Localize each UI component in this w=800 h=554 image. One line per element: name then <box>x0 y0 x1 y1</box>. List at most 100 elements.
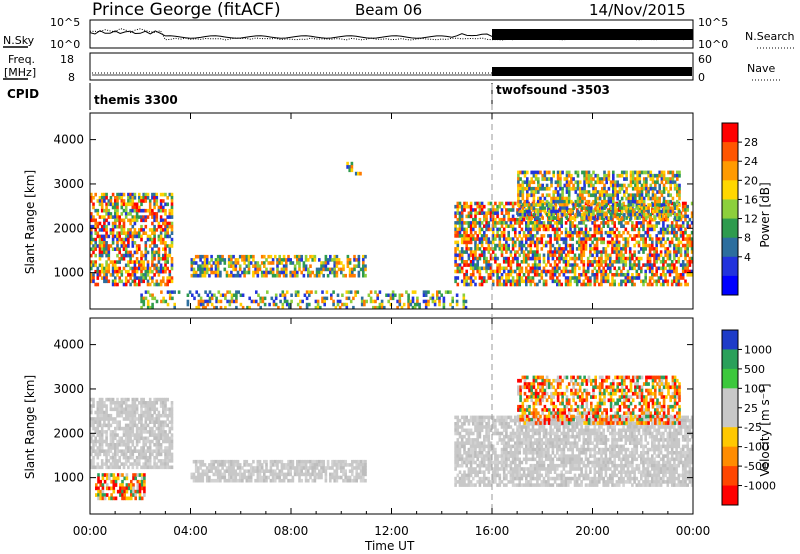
power-cell <box>658 190 661 194</box>
power-cell <box>345 290 349 294</box>
power-cell <box>485 227 488 232</box>
velocity-cell <box>335 469 339 473</box>
power-cell <box>164 221 167 226</box>
power-cell <box>359 171 362 176</box>
velocity-cell <box>114 452 117 457</box>
power-cell <box>467 204 471 209</box>
power-cell <box>416 302 419 307</box>
velocity-cell <box>199 478 202 483</box>
velocity-cell <box>92 401 95 405</box>
velocity-cell <box>289 459 292 464</box>
velocity-cell <box>135 423 139 428</box>
power-cell <box>519 193 522 198</box>
velocity-cell <box>124 439 128 444</box>
power-cell <box>570 199 573 204</box>
power-cell <box>567 279 570 284</box>
power-cell <box>293 254 297 259</box>
velocity-cell <box>105 410 108 415</box>
power-cell <box>460 253 464 258</box>
power-cell <box>593 279 597 284</box>
power-cell <box>540 237 544 241</box>
power-cell <box>120 192 124 197</box>
power-cell <box>631 193 635 198</box>
power-cell <box>676 193 679 198</box>
power-cell <box>142 196 145 200</box>
power-cell <box>458 201 462 206</box>
power-cell <box>586 269 590 274</box>
velocity-cell <box>155 426 159 431</box>
power-cell <box>675 282 678 287</box>
power-cell <box>103 192 106 197</box>
power-cell <box>549 234 552 238</box>
power-cell <box>679 234 683 238</box>
velocity-cell <box>289 472 292 477</box>
power-cell <box>564 234 568 238</box>
velocity-cell <box>148 433 152 437</box>
power-cell <box>580 250 583 254</box>
velocity-cell <box>124 413 128 418</box>
power-cell <box>573 269 577 274</box>
power-cell <box>529 247 533 251</box>
power-cell <box>646 253 650 258</box>
power-cell <box>140 228 143 232</box>
power-cell <box>438 299 441 304</box>
power-cell <box>530 190 533 194</box>
power-cell <box>148 276 152 280</box>
power-cell <box>129 208 132 213</box>
power-cell <box>684 217 687 222</box>
velocity-cell <box>135 439 139 444</box>
power-cell <box>199 296 203 301</box>
velocity-cell <box>98 433 102 437</box>
velocity-cell <box>92 420 95 424</box>
power-cell <box>151 212 154 216</box>
velocity-cell <box>122 401 126 405</box>
velocity-cell <box>258 475 262 480</box>
velocity-cell <box>241 478 244 483</box>
velocity-cell <box>129 404 132 408</box>
velocity-cell <box>119 493 122 497</box>
power-cell <box>259 305 262 310</box>
power-cell <box>549 269 552 274</box>
power-cell <box>400 305 404 310</box>
velocity-cell <box>108 476 111 481</box>
power-cell <box>127 253 130 258</box>
power-cell <box>442 302 446 307</box>
velocity-cell <box>131 426 135 431</box>
velocity-cell <box>100 430 104 434</box>
power-cell <box>456 204 460 209</box>
velocity-cell <box>148 426 152 431</box>
velocity-cell <box>136 489 140 494</box>
power-cell <box>90 196 93 200</box>
power-cell <box>260 273 264 278</box>
velocity-cell <box>122 452 126 457</box>
power-cell <box>105 234 108 239</box>
velocity-cell <box>99 496 102 501</box>
velocity-cell <box>138 449 141 453</box>
power-cell <box>92 202 95 207</box>
power-cell <box>168 296 172 301</box>
power-cell <box>675 237 678 241</box>
power-cell <box>326 261 330 265</box>
power-cell <box>472 266 475 271</box>
power-cell <box>648 260 652 264</box>
power-cell <box>609 282 612 287</box>
velocity-cell <box>95 493 98 497</box>
velocity-cell <box>107 449 111 453</box>
velocity-cell <box>127 404 130 408</box>
power-cell <box>623 183 626 188</box>
power-cell <box>205 258 209 262</box>
power-cell <box>600 279 603 284</box>
power-cell <box>536 227 539 232</box>
power-cell <box>90 279 93 284</box>
power-cell <box>584 237 588 241</box>
power-cell <box>485 237 488 241</box>
power-cell <box>678 183 681 188</box>
power-cell <box>613 234 616 238</box>
power-cell <box>133 260 137 264</box>
power-cell <box>637 234 641 238</box>
power-cell <box>665 216 668 220</box>
power-cell <box>480 253 484 258</box>
power-cell <box>146 196 150 200</box>
power-cell <box>114 218 117 223</box>
power-cell <box>606 263 610 267</box>
